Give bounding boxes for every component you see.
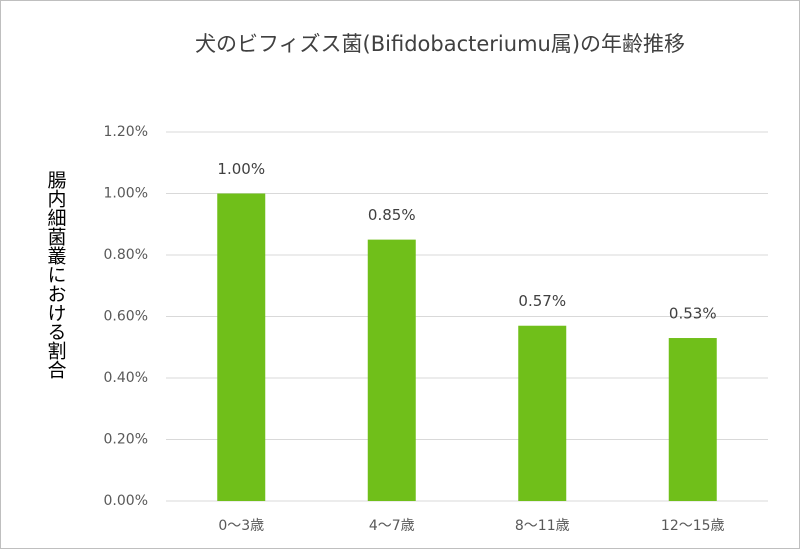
y-tick-label: 0.60% [104,309,148,325]
value-label: 0.53% [669,305,717,323]
x-tick-label: 4～7歳 [369,518,415,534]
y-tick-label: 0.80% [104,247,148,263]
y-tick-label: 0.00% [104,493,148,509]
y-tick-label: 0.40% [104,370,148,386]
bar [518,325,567,501]
x-tick-label: 12～15歳 [661,518,725,534]
y-tick-label: 1.20% [104,124,148,140]
value-label: 0.85% [368,206,416,224]
y-axis-label: 腸内細菌叢における割合 [45,170,67,379]
bar [367,239,416,501]
x-tick-label: 8～11歳 [515,518,570,534]
value-label: 0.57% [518,292,566,310]
chart-title: 犬のビフィズス菌(Bifidobacteriumu属)の年齢推移 [195,32,685,56]
bar [668,338,717,501]
y-tick-label: 1.00% [104,186,148,202]
value-label: 1.00% [217,160,265,178]
bar [217,193,266,501]
y-tick-label: 0.20% [104,432,148,448]
x-tick-label: 0～3歳 [218,518,264,534]
